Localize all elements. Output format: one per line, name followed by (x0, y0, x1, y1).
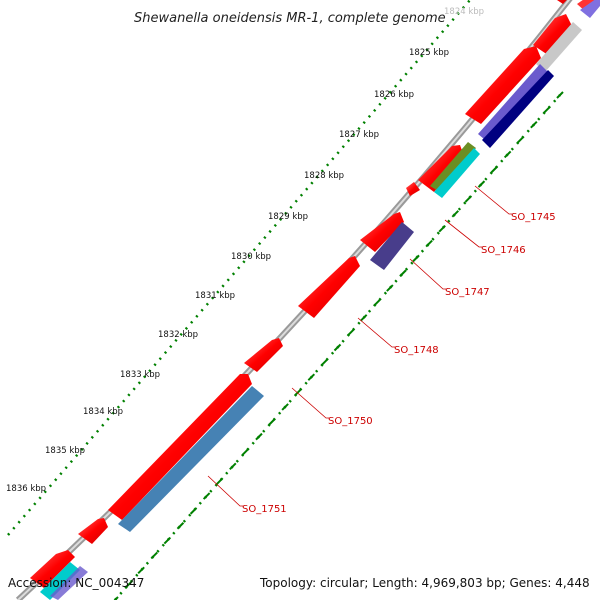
tick-mark (412, 254, 420, 263)
tick-mark (373, 299, 381, 307)
tick-label: 1826 kbp (374, 90, 414, 100)
tick-mark (307, 373, 316, 381)
gene-label[interactable]: SO_1751 (242, 504, 287, 515)
gene-feature[interactable] (536, 22, 582, 72)
gene-feature[interactable] (434, 148, 480, 198)
tick-mark (490, 165, 499, 173)
cds-features (30, 0, 580, 588)
gene-feature[interactable] (548, 0, 580, 4)
accession-text: Accession: NC_004347 (8, 576, 144, 590)
tick-label: 1824 kbp (444, 7, 484, 17)
map-title: Shewanella oneidensis MR-1, complete gen… (134, 11, 446, 26)
tick-mark (386, 284, 394, 292)
gene-feature[interactable] (360, 212, 404, 252)
tick-label: 1833 kbp (120, 370, 160, 380)
genome-summary-text: Topology: circular; Length: 4,969,803 bp… (259, 576, 590, 590)
gene-feature[interactable] (370, 222, 414, 270)
gene-feature[interactable] (50, 566, 88, 600)
label-connectors (207, 185, 512, 507)
tick-mark (530, 120, 538, 129)
tick-mark (202, 492, 211, 500)
gene-labels: SO_1745 SO_1746 SO_1747 SO_1748 SO_1750 … (242, 212, 556, 515)
tick-label: 1834 kbp (83, 407, 123, 417)
gene-feature[interactable] (580, 0, 600, 18)
tick-mark (477, 180, 486, 188)
gene-feature[interactable] (78, 518, 108, 544)
tick-mark (464, 195, 473, 203)
tick-mark (556, 91, 564, 99)
gene-feature[interactable] (118, 386, 264, 532)
tick-mark (438, 224, 446, 233)
gene-feature[interactable] (478, 64, 550, 144)
tick-mark (113, 596, 119, 600)
gene-label[interactable]: SO_1750 (328, 416, 373, 427)
tick-label: 1830 kbp (231, 252, 271, 262)
gene-feature[interactable] (418, 145, 464, 192)
gene-feature[interactable] (40, 562, 80, 600)
tick-label: 1829 kbp (268, 212, 308, 222)
tick-mark (399, 269, 407, 277)
tick-mark (189, 507, 198, 515)
tick-mark (543, 106, 551, 114)
tick-mark (346, 328, 355, 337)
tick-mark (124, 581, 132, 589)
gene-feature[interactable] (108, 374, 252, 520)
gene-feature[interactable] (465, 46, 541, 124)
tick-label: 1827 kbp (339, 130, 379, 140)
inner-ticks (113, 91, 564, 600)
gene-feature[interactable] (430, 142, 476, 192)
tick-mark (229, 462, 237, 471)
tick-mark (294, 388, 302, 396)
tick-mark (176, 522, 185, 530)
gene-label[interactable]: SO_1748 (394, 345, 439, 356)
tick-label: 1835 kbp (45, 446, 85, 456)
gene-feature[interactable] (30, 550, 75, 588)
tick-mark (517, 135, 525, 144)
tick-mark (281, 403, 289, 411)
gene-label[interactable]: SO_1746 (481, 245, 526, 256)
gene-feature[interactable] (533, 14, 573, 55)
outer-scale-line (7, 0, 471, 536)
tick-mark (503, 150, 512, 159)
tick-label: 1828 kbp (304, 171, 344, 181)
gene-label[interactable]: SO_1745 (511, 212, 556, 223)
tick-mark (333, 343, 342, 352)
tick-mark (150, 551, 158, 560)
gene-label[interactable]: SO_1747 (445, 287, 490, 298)
gene-feature[interactable] (482, 70, 554, 148)
tick-mark (255, 432, 263, 441)
inner-features (40, 0, 600, 600)
tick-mark (320, 358, 329, 367)
tick-labels: 1824 kbp 1825 kbp 1826 kbp 1827 kbp 1828… (6, 7, 484, 494)
tick-label: 1825 kbp (409, 48, 449, 58)
gene-feature[interactable] (244, 338, 283, 372)
tick-mark (137, 566, 145, 575)
tick-mark (359, 314, 368, 322)
tick-label: 1832 kbp (158, 330, 198, 340)
tick-label: 1836 kbp (6, 484, 46, 494)
tick-mark (215, 477, 224, 485)
tick-mark (451, 210, 460, 218)
tick-mark (425, 239, 433, 248)
tick-label: 1831 kbp (195, 291, 235, 301)
tick-mark (242, 447, 250, 456)
tick-mark (163, 536, 172, 545)
tick-mark (268, 418, 276, 426)
gene-feature[interactable] (298, 256, 360, 318)
gene-feature[interactable] (406, 182, 420, 196)
